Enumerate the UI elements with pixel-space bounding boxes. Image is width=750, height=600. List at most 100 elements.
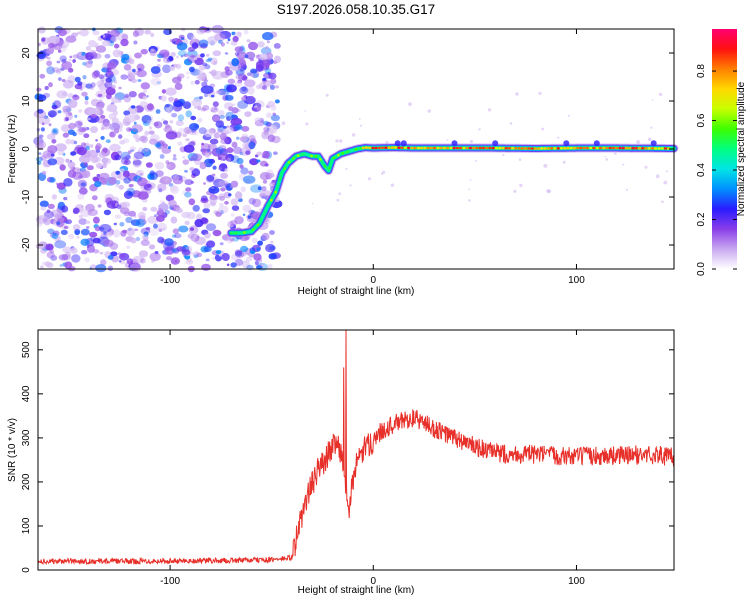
noise-blob — [59, 55, 67, 62]
noise-blob — [189, 157, 193, 162]
x-tick-label: -100 — [160, 275, 180, 286]
noise-blob — [239, 151, 244, 156]
noise-blob — [216, 90, 221, 95]
noise-blob — [227, 61, 232, 66]
noise-blob — [85, 83, 93, 89]
noise-blob — [119, 222, 125, 227]
noise-blob — [241, 96, 247, 101]
noise-blob — [72, 94, 80, 101]
noise-blob — [239, 86, 249, 95]
noise-blob — [261, 185, 267, 192]
noise-blob — [164, 246, 175, 255]
noise-blob — [210, 94, 215, 98]
noise-blob — [268, 253, 277, 260]
noise-blob — [137, 211, 146, 220]
y-tick-label: 100 — [21, 517, 32, 534]
noise-blob — [39, 73, 46, 79]
ridge-core — [602, 146, 606, 150]
ridge-core — [283, 167, 287, 170]
noise-blob — [469, 179, 472, 181]
noise-blob — [170, 185, 178, 192]
noise-blob — [177, 50, 187, 57]
noise-blob — [123, 211, 131, 217]
noise-blob — [46, 209, 51, 213]
noise-blob — [123, 110, 131, 116]
ridge-core — [371, 146, 375, 150]
noise-blob — [85, 52, 94, 61]
noise-blob — [246, 39, 251, 43]
ridge-core — [345, 150, 349, 154]
noise-blob — [194, 79, 200, 85]
noise-blob — [203, 202, 211, 209]
spectrogram-y-label: Frequency (Hz) — [7, 115, 18, 184]
noise-blob — [77, 122, 84, 127]
noise-blob — [160, 118, 166, 122]
noise-blob — [227, 78, 236, 85]
noise-blob — [105, 139, 111, 144]
noise-blob — [150, 32, 155, 38]
noise-blob — [150, 77, 162, 86]
noise-blob — [262, 85, 268, 90]
noise-blob — [56, 60, 61, 64]
noise-blob — [206, 240, 216, 248]
ridge-core — [292, 157, 295, 160]
noise-blob — [146, 95, 149, 98]
ridge-core — [520, 147, 525, 150]
colorbar-ticks: 0.0 0.2 0.4 0.6 0.8 — [696, 64, 737, 276]
noise-blob — [122, 229, 128, 234]
ridge-core — [256, 223, 260, 227]
ridge-bump — [394, 140, 401, 147]
noise-blob — [74, 228, 81, 236]
noise-blob — [235, 74, 244, 80]
noise-blob — [46, 251, 55, 259]
noise-blob — [427, 109, 432, 113]
ridge-core — [410, 146, 414, 150]
noise-blob — [40, 265, 44, 270]
noise-blob — [248, 41, 258, 51]
noise-blob — [65, 35, 77, 43]
noise-blob — [101, 122, 112, 130]
noise-blob — [74, 120, 83, 128]
snr-y-ticks: 0 100 200 300 400 500 — [21, 341, 674, 573]
noise-blob — [170, 52, 176, 57]
noise-blob — [56, 90, 68, 99]
noise-blob — [112, 229, 121, 238]
noise-blob — [249, 58, 254, 62]
noise-blob — [166, 57, 173, 63]
noise-blob — [47, 158, 58, 166]
noise-blob — [77, 81, 83, 86]
noise-blob — [139, 218, 145, 224]
noise-blob — [45, 243, 54, 251]
noise-blob — [65, 117, 69, 122]
noise-blob — [85, 46, 92, 51]
noise-blob — [194, 57, 198, 60]
noise-blob — [169, 66, 176, 71]
noise-blob — [311, 202, 314, 205]
noise-blob — [51, 232, 59, 240]
noise-blob — [68, 233, 75, 240]
noise-blob — [100, 259, 107, 266]
noise-blob — [60, 124, 71, 133]
noise-blob — [198, 127, 207, 135]
ridge-bump — [593, 140, 600, 147]
spectrogram-x-label: Height of straight line (km) — [298, 286, 415, 297]
ridge-core — [416, 146, 420, 150]
noise-blob — [175, 120, 184, 127]
colorbar-tick-label: 0.8 — [696, 64, 707, 78]
noise-blob — [100, 114, 106, 119]
ridge-core — [657, 147, 661, 150]
noise-blob — [116, 204, 122, 210]
noise-blob — [72, 54, 79, 59]
noise-blob — [226, 84, 237, 93]
noise-blob — [50, 153, 55, 157]
noise-blob — [207, 57, 213, 61]
ridge-core — [488, 146, 492, 150]
ridge-core — [644, 147, 648, 150]
noise-blob — [237, 100, 249, 109]
noise-blob — [133, 40, 138, 45]
noise-blob — [232, 35, 239, 43]
ridge-core — [274, 190, 278, 194]
noise-blob — [239, 164, 244, 169]
noise-blob — [247, 215, 252, 219]
noise-blob — [230, 155, 240, 164]
